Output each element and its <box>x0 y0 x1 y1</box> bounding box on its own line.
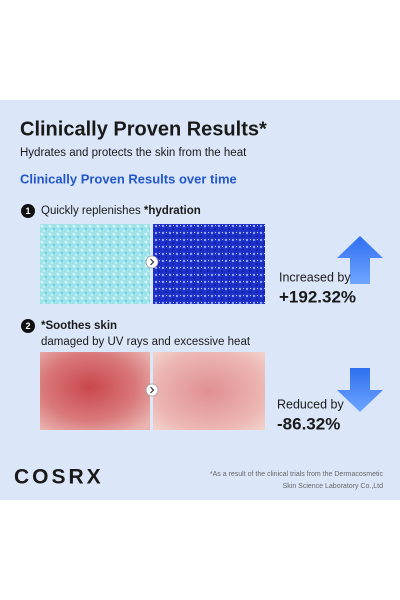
result-label: Reduced by <box>277 397 344 411</box>
result-value: +192.32% <box>279 287 356 306</box>
result-value: -86.32% <box>277 414 340 433</box>
down-arrow <box>337 368 383 412</box>
up-arrow <box>337 236 383 284</box>
section-title: Clinically Proven Results over time <box>20 171 237 186</box>
item-highlight: *hydration <box>144 205 201 217</box>
brand: COSRX <box>14 466 104 489</box>
item-text: Quickly replenishes *hydration <box>41 205 201 217</box>
item-highlight: *Soothes skin <box>41 320 117 332</box>
compare-icon <box>145 383 159 397</box>
subtitle: Hydrates and protects the skin from the … <box>20 147 247 159</box>
item-number: 2 <box>25 321 30 331</box>
number-badge <box>21 319 35 333</box>
footnote: *As a result of the clinical trials from… <box>210 471 384 478</box>
compare-icon <box>145 255 159 269</box>
before-image <box>40 352 150 430</box>
number-badge <box>21 204 35 218</box>
result-label: Increased by <box>279 270 351 284</box>
title: Clinically Proven Results* <box>20 118 267 140</box>
before-image <box>40 224 150 304</box>
compare-icon <box>150 386 155 394</box>
item-text: damaged by UV rays and excessive heat <box>41 336 251 348</box>
compare-icon <box>150 258 155 266</box>
item-number: 1 <box>25 206 30 216</box>
item-text: Quickly replenishes <box>41 205 144 217</box>
footnote: Skin Science Laboratory Co.,Ltd <box>283 483 383 490</box>
after-image <box>153 224 265 304</box>
after-image <box>153 352 265 430</box>
